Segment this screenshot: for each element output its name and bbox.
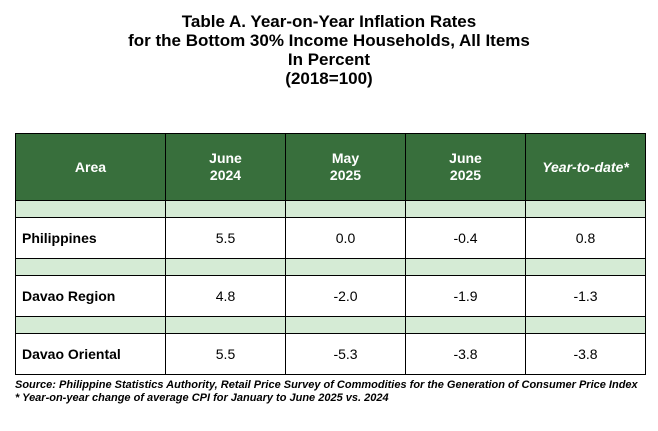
value-cell: -1.3: [525, 275, 646, 317]
header-year-to-date: Year-to-date*: [525, 133, 646, 201]
value-cell: 4.8: [165, 275, 286, 317]
header-june-2025: June 2025: [405, 133, 526, 201]
table-header-row: Area June 2024 May 2025 June 2025 Year-t…: [15, 133, 646, 201]
spacer-row: [15, 258, 646, 276]
footnote: * Year-on-year change of average CPI for…: [15, 392, 389, 404]
value-cell: 0.8: [525, 217, 646, 259]
value-cell: 5.5: [165, 333, 286, 375]
header-label-line1: June: [449, 150, 482, 166]
header-label-line2: 2024: [209, 167, 242, 183]
value-cell: -3.8: [525, 333, 646, 375]
source-note: Source: Philippine Statistics Authority,…: [15, 379, 638, 391]
spacer-cell: [165, 200, 286, 218]
value-cell: 5.5: [165, 217, 286, 259]
spacer-cell: [285, 316, 406, 334]
table-row-davao-region: Davao Region 4.8 -2.0 -1.9 -1.3: [15, 275, 646, 317]
spacer-cell: [405, 200, 526, 218]
spacer-cell: [525, 316, 646, 334]
table-row-philippines: Philippines 5.5 0.0 -0.4 0.8: [15, 217, 646, 259]
header-label-line2: 2025: [329, 167, 362, 183]
header-label-line2: 2025: [449, 167, 482, 183]
value-cell: -1.9: [405, 275, 526, 317]
header-june-2024: June 2024: [165, 133, 286, 201]
spacer-row: [15, 316, 646, 334]
spacer-cell: [405, 258, 526, 276]
spacer-cell: [15, 258, 166, 276]
header-label-line1: May: [331, 150, 360, 166]
area-cell: Davao Oriental: [15, 333, 166, 375]
header-ytd-label: Year-to-date*: [542, 158, 629, 175]
header-area-label: Area: [74, 158, 107, 175]
spacer-cell: [15, 316, 166, 334]
title-line-4: (2018=100): [285, 69, 373, 88]
spacer-cell: [285, 258, 406, 276]
area-cell: Davao Region: [15, 275, 166, 317]
area-cell: Philippines: [15, 217, 166, 259]
title-line-1: Table A. Year-on-Year Inflation Rates: [181, 12, 477, 31]
title-line-2: for the Bottom 30% Income Households, Al…: [128, 31, 530, 50]
value-cell: -0.4: [405, 217, 526, 259]
header-area: Area: [15, 133, 166, 201]
spacer-cell: [165, 258, 286, 276]
spacer-cell: [405, 316, 526, 334]
spacer-cell: [525, 258, 646, 276]
spacer-cell: [285, 200, 406, 218]
title-line-3: In Percent: [287, 50, 371, 69]
value-cell: -3.8: [405, 333, 526, 375]
table-notes: Source: Philippine Statistics Authority,…: [15, 379, 645, 405]
value-cell: -2.0: [285, 275, 406, 317]
value-cell: -5.3: [285, 333, 406, 375]
table-row-davao-oriental: Davao Oriental 5.5 -5.3 -3.8 -3.8: [15, 333, 646, 375]
inflation-table: Area June 2024 May 2025 June 2025 Year-t…: [15, 133, 646, 375]
header-may-2025: May 2025: [285, 133, 406, 201]
table-title: Table A. Year-on-Year Inflation Rates fo…: [0, 12, 658, 88]
spacer-cell: [165, 316, 286, 334]
value-cell: 0.0: [285, 217, 406, 259]
spacer-cell: [525, 200, 646, 218]
spacer-row: [15, 200, 646, 218]
spacer-cell: [15, 200, 166, 218]
header-label-line1: June: [209, 150, 242, 166]
